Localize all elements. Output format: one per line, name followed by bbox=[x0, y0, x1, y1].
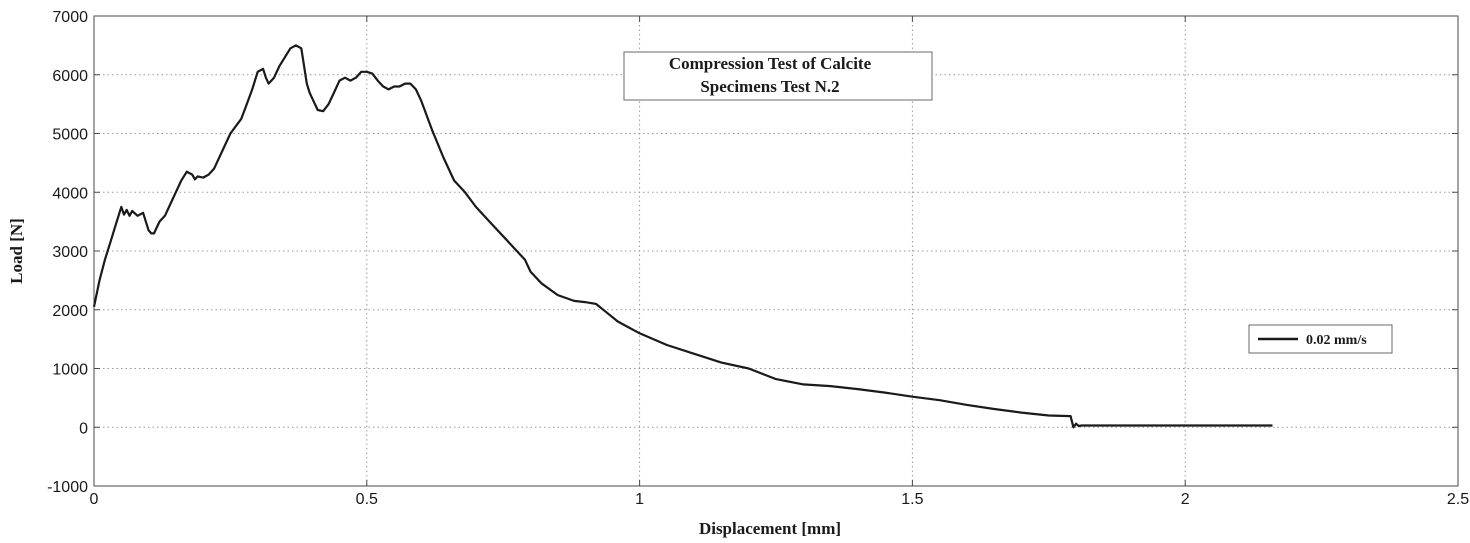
chart-title-line-1: Compression Test of Calcite bbox=[669, 54, 872, 73]
y-tick-labels: -1000 0 1000 2000 3000 4000 5000 6000 7000 bbox=[47, 9, 88, 496]
x-axis-label: Displacement [mm] bbox=[699, 519, 841, 538]
chart-title-line-2: Specimens Test N.2 bbox=[700, 77, 839, 96]
x-tick-label: 2.5 bbox=[1447, 491, 1469, 508]
series-line-0-02-mm-s bbox=[92, 44, 1273, 429]
y-tick-label: 1000 bbox=[52, 362, 88, 379]
y-axis-label: Load [N] bbox=[7, 218, 26, 284]
y-tick-label: 7000 bbox=[52, 9, 88, 26]
grid bbox=[94, 16, 1458, 486]
x-tick-label: 0.5 bbox=[356, 491, 378, 508]
y-tick-label: 4000 bbox=[52, 185, 88, 202]
y-tick-label: 6000 bbox=[52, 68, 88, 85]
y-tick-label: 5000 bbox=[52, 127, 88, 144]
x-tick-label: 1.5 bbox=[901, 491, 923, 508]
x-tick-label: 0 bbox=[90, 491, 99, 508]
y-tick-label: -1000 bbox=[47, 479, 88, 496]
x-tick-label: 1 bbox=[635, 491, 644, 508]
x-tick-label: 2 bbox=[1181, 491, 1190, 508]
ticks bbox=[93, 15, 1459, 487]
y-tick-label: 2000 bbox=[52, 303, 88, 320]
legend-entry-label: 0.02 mm/s bbox=[1306, 333, 1367, 348]
y-tick-label: 3000 bbox=[52, 244, 88, 261]
legend: 0.02 mm/s bbox=[1248, 324, 1393, 354]
title-box: Compression Test of Calcite Specimens Te… bbox=[623, 51, 933, 101]
x-tick-labels: 0 0.5 1 1.5 2 2.5 bbox=[90, 491, 1470, 508]
y-tick-label: 0 bbox=[79, 420, 88, 437]
